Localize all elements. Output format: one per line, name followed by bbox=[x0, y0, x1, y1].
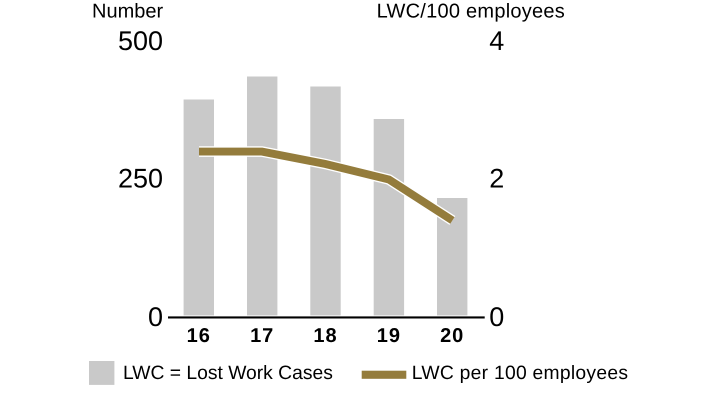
svg-text:Number: Number bbox=[92, 1, 163, 23]
svg-text:20: 20 bbox=[440, 325, 464, 347]
svg-text:18: 18 bbox=[313, 325, 337, 347]
svg-text:LWC = Lost Work Cases: LWC = Lost Work Cases bbox=[123, 363, 333, 384]
svg-text:500: 500 bbox=[118, 26, 163, 56]
svg-text:16: 16 bbox=[187, 325, 211, 347]
svg-text:17: 17 bbox=[250, 325, 274, 347]
svg-text:2: 2 bbox=[489, 163, 504, 193]
svg-text:LWC/100 employees: LWC/100 employees bbox=[377, 1, 565, 23]
svg-text:0: 0 bbox=[148, 302, 163, 332]
svg-text:LWC per 100 employees: LWC per 100 employees bbox=[412, 363, 628, 384]
svg-text:250: 250 bbox=[118, 163, 163, 193]
svg-text:19: 19 bbox=[377, 325, 401, 347]
svg-text:0: 0 bbox=[489, 302, 504, 332]
svg-text:4: 4 bbox=[489, 26, 504, 56]
